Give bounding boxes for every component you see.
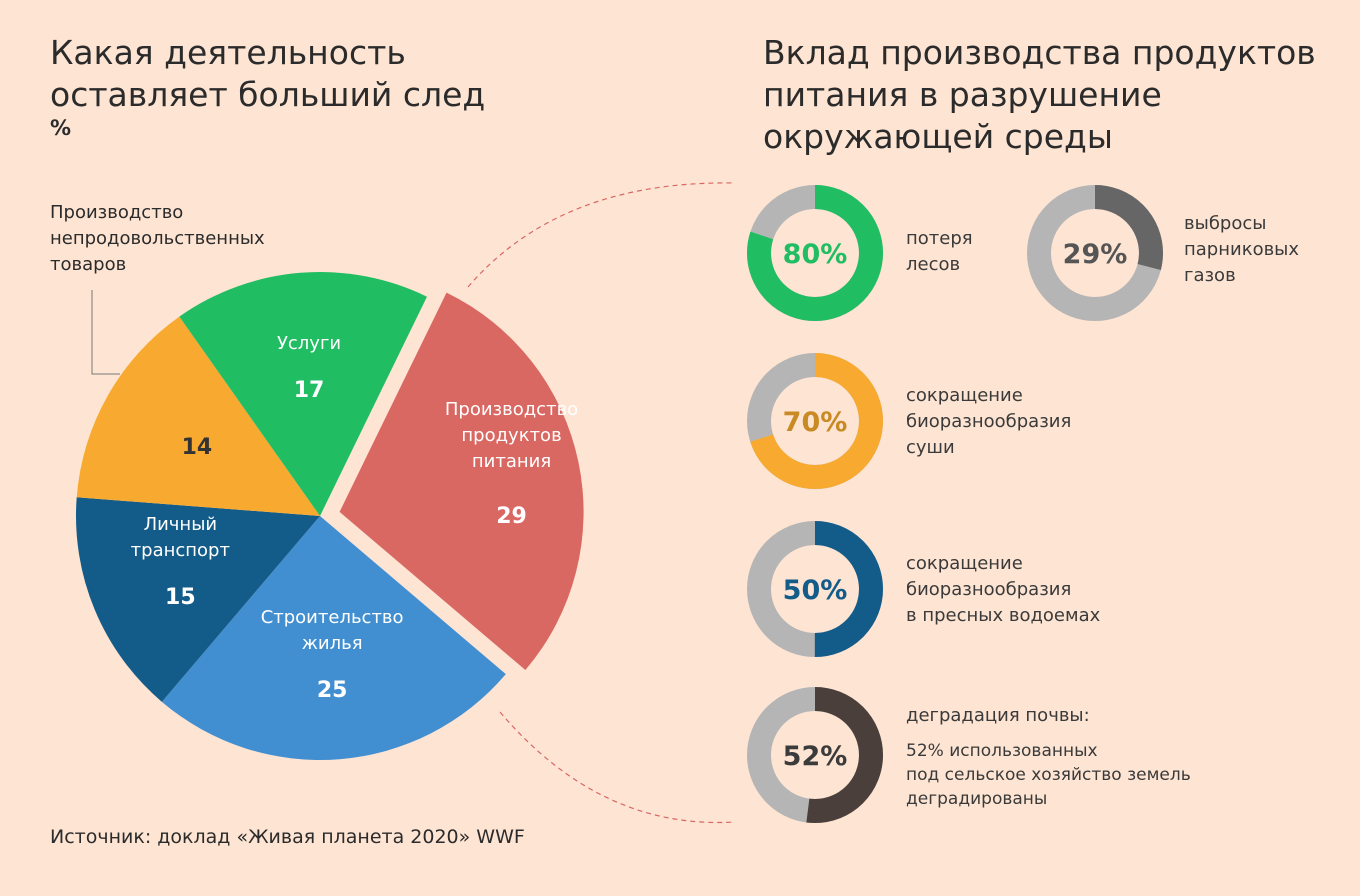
donut-label: сокращение биоразнообразия суши: [906, 385, 1072, 458]
pie-slice: [179, 271, 427, 516]
donut-arc: [747, 687, 883, 823]
callout-label-nonfood: Производство непродовольственных товаров: [50, 202, 265, 275]
pie-slice-label: жилья: [302, 633, 363, 654]
pie-slice-label: Личный: [144, 514, 218, 535]
pie-slice-label: продуктов: [461, 425, 561, 446]
donut-percent: 52%: [783, 741, 848, 772]
donut-label: сокращение биоразнообразия в пресных водое…: [906, 553, 1101, 626]
source-note: Источник: доклад «Живая планета 2020» WW…: [50, 826, 525, 848]
pie-slice-value: 17: [294, 378, 325, 403]
donut-arc: [747, 353, 883, 489]
donut-arc: [747, 185, 883, 321]
pie-slice-label: питания: [472, 451, 551, 472]
donut-charts: 80% 29% 70% 50% 52%: [747, 185, 1163, 823]
donut-percent: 80%: [783, 239, 848, 270]
donut-percent: 50%: [783, 575, 848, 606]
right-title: Вклад производства продуктов питания в ра…: [763, 33, 1316, 156]
pie-slice: [339, 292, 584, 671]
pie-slice-value: 25: [317, 678, 348, 703]
pie-slice-value: 14: [182, 435, 213, 460]
pie-slice-label: транспорт: [131, 540, 230, 561]
pie-slice-value: 29: [496, 504, 527, 529]
donut-label: потеря лесов: [906, 228, 973, 275]
donut-percent: 70%: [783, 407, 848, 438]
left-title: Какая деятельность оставляет больший след: [50, 33, 486, 114]
pie-slice-value: 15: [165, 585, 196, 610]
unit-label: %: [50, 116, 72, 140]
donut-percent: 29%: [1063, 239, 1128, 270]
callout-leader-line: [91, 290, 120, 375]
donut-arc: [1027, 185, 1163, 321]
connector-top-dashed: [467, 182, 736, 288]
pie-slice: [161, 516, 506, 760]
pie-chart: Производство продуктов питания 29 Строительс…: [76, 271, 584, 760]
donut-arc: [747, 521, 883, 657]
donut-label: деградация почвы:: [906, 705, 1090, 726]
donut-note: 52% использованных под сельское хозяйство…: [906, 741, 1191, 809]
connector-bottom-dashed: [499, 711, 736, 824]
donut-label: выбросы парниковых газов: [1184, 213, 1300, 286]
pie-slice: [76, 497, 321, 702]
pie-slice-label: Услуги: [277, 333, 341, 354]
pie-slice-label: Производство: [445, 399, 578, 420]
pie-slice-label: Строительство: [261, 607, 404, 628]
pie-slice: [76, 316, 320, 516]
